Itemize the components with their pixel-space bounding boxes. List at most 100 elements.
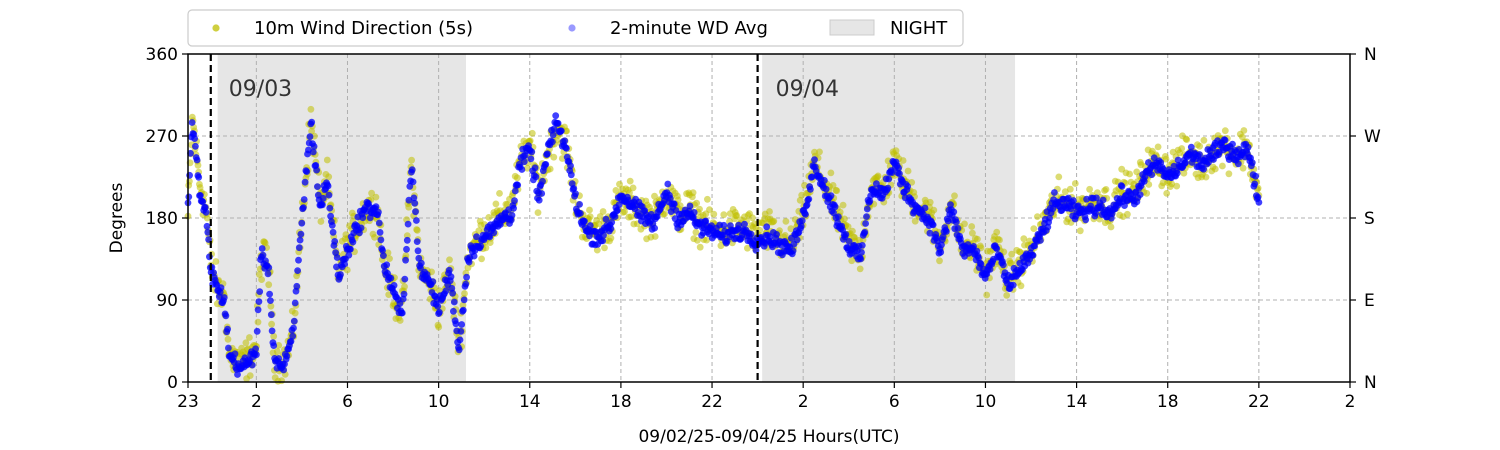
data-point [289,332,297,340]
series-points [184,105,1263,385]
data-point [841,215,848,223]
data-point [375,208,382,216]
legend-label-1: 2-minute WD Avg [610,18,768,39]
data-point [371,234,378,241]
data-point [347,245,354,253]
data-point [383,261,391,269]
data-point [696,243,704,251]
x-tick-label-13: 2 [1345,392,1356,412]
legend-marker-1 [568,24,576,32]
data-point [403,236,411,244]
data-point [602,215,610,223]
data-point [1126,170,1133,178]
data-point [450,298,458,306]
data-point [689,189,697,197]
data-point [614,206,621,214]
data-point [445,266,453,274]
data-point [413,217,420,224]
data-point [651,233,659,240]
data-point [222,312,230,320]
data-point [485,214,493,221]
x-tick-label-5: 18 [610,392,632,412]
data-point [291,309,299,317]
data-point [599,208,607,215]
y2-tick-label-1: E [1364,291,1375,311]
data-point [676,202,684,210]
axes: 09/02/25-09/04/25 Hours(UTC) Degrees 23 2… [107,45,1381,447]
data-point [770,217,778,225]
data-point [896,170,903,178]
data-point [518,166,526,173]
x-tick-label-6: 22 [701,392,723,412]
data-point [600,231,607,239]
data-point [435,323,443,331]
data-point [409,178,417,186]
data-point [938,241,945,249]
data-point [535,196,543,204]
data-point [194,161,202,169]
data-point [291,299,299,307]
data-point [884,184,892,192]
data-point [324,182,332,190]
data-point [278,377,285,385]
data-point [1202,173,1210,181]
y-axis-title: Degrees [107,182,127,253]
data-point [844,223,852,231]
data-point [413,226,421,234]
data-point [706,206,713,214]
data-point [954,225,962,232]
data-point [359,214,367,222]
data-point [862,220,869,227]
data-point [1248,159,1256,167]
data-point [939,233,947,241]
data-point [1187,143,1195,151]
data-point [508,211,516,219]
data-point [511,197,518,205]
data-point [1066,185,1074,193]
data-point [720,211,728,219]
data-point [300,196,308,203]
data-point [1173,169,1181,177]
data-point [520,158,528,166]
data-point [1154,143,1162,151]
data-point [341,260,348,268]
data-point [287,337,295,345]
data-point [252,345,259,353]
data-point [1148,171,1156,179]
data-point [372,203,380,211]
y-tick-label-4: 360 [146,45,178,65]
data-point [572,190,579,198]
data-point [270,332,278,340]
data-point [766,208,773,215]
data-point [1003,292,1011,299]
day-markers: 09/03 09/04 [209,54,839,382]
data-point [452,320,460,328]
data-point [856,265,864,273]
data-point [450,307,457,315]
data-point [258,276,265,283]
data-point [294,267,301,274]
data-point [185,193,193,201]
data-point [1196,142,1203,150]
data-point [325,173,333,181]
data-point [607,234,615,242]
data-point [514,181,522,189]
data-point [410,194,418,202]
data-point [802,211,809,218]
data-point [621,208,628,216]
legend-patch-2 [829,19,875,36]
data-point [265,264,273,272]
data-point [608,218,616,226]
data-point [396,317,404,324]
data-point [787,225,795,233]
data-point [411,199,419,207]
data-point [528,129,536,137]
x-tick-label-1: 2 [251,392,262,412]
data-point [328,222,336,229]
data-point [961,220,968,228]
data-point [1221,136,1229,144]
data-point [301,178,309,186]
data-point [242,339,250,347]
data-point [1240,127,1248,134]
